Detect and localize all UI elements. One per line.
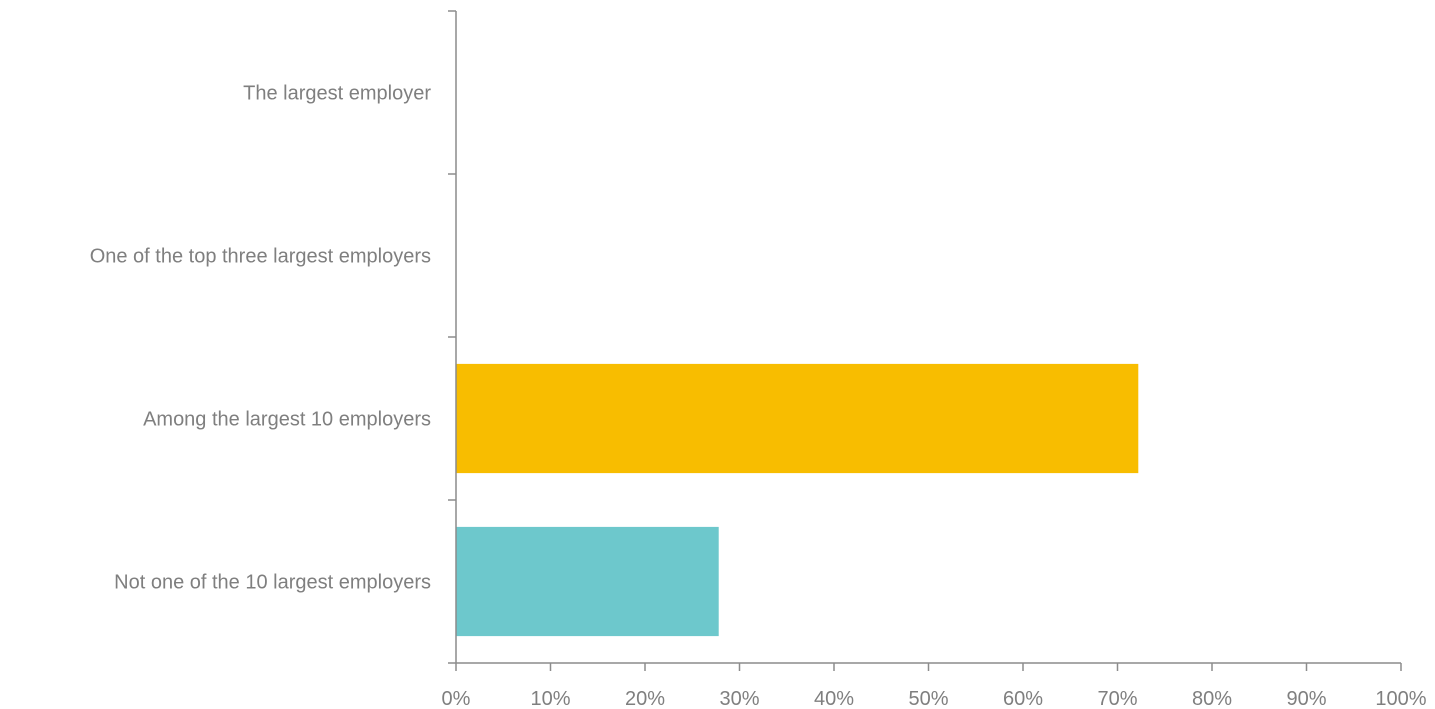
x-tick-label: 90% xyxy=(1286,688,1326,709)
category-label: One of the top three largest employers xyxy=(90,246,431,268)
x-tick-label: 70% xyxy=(1097,688,1137,709)
x-tick-label: 30% xyxy=(719,688,759,709)
x-tick-label: 40% xyxy=(814,688,854,709)
x-tick-label: 10% xyxy=(530,688,570,709)
x-tick-label: 80% xyxy=(1192,688,1232,709)
category-label: Not one of the 10 largest employers xyxy=(114,572,431,594)
axes-layer xyxy=(448,10,1402,671)
x-tick-label: 60% xyxy=(1003,688,1043,709)
x-tick-label: 0% xyxy=(442,688,471,709)
bar-2 xyxy=(456,363,1139,474)
labels-layer: The largest employer One of the top three… xyxy=(90,83,1427,709)
category-label: The largest employer xyxy=(243,83,431,105)
x-tick-label: 100% xyxy=(1375,688,1426,709)
bar-3 xyxy=(456,526,719,637)
category-label: Among the largest 10 employers xyxy=(143,409,431,431)
x-tick-label: 20% xyxy=(625,688,665,709)
bars-layer xyxy=(456,363,1139,637)
x-tick-label: 50% xyxy=(908,688,948,709)
